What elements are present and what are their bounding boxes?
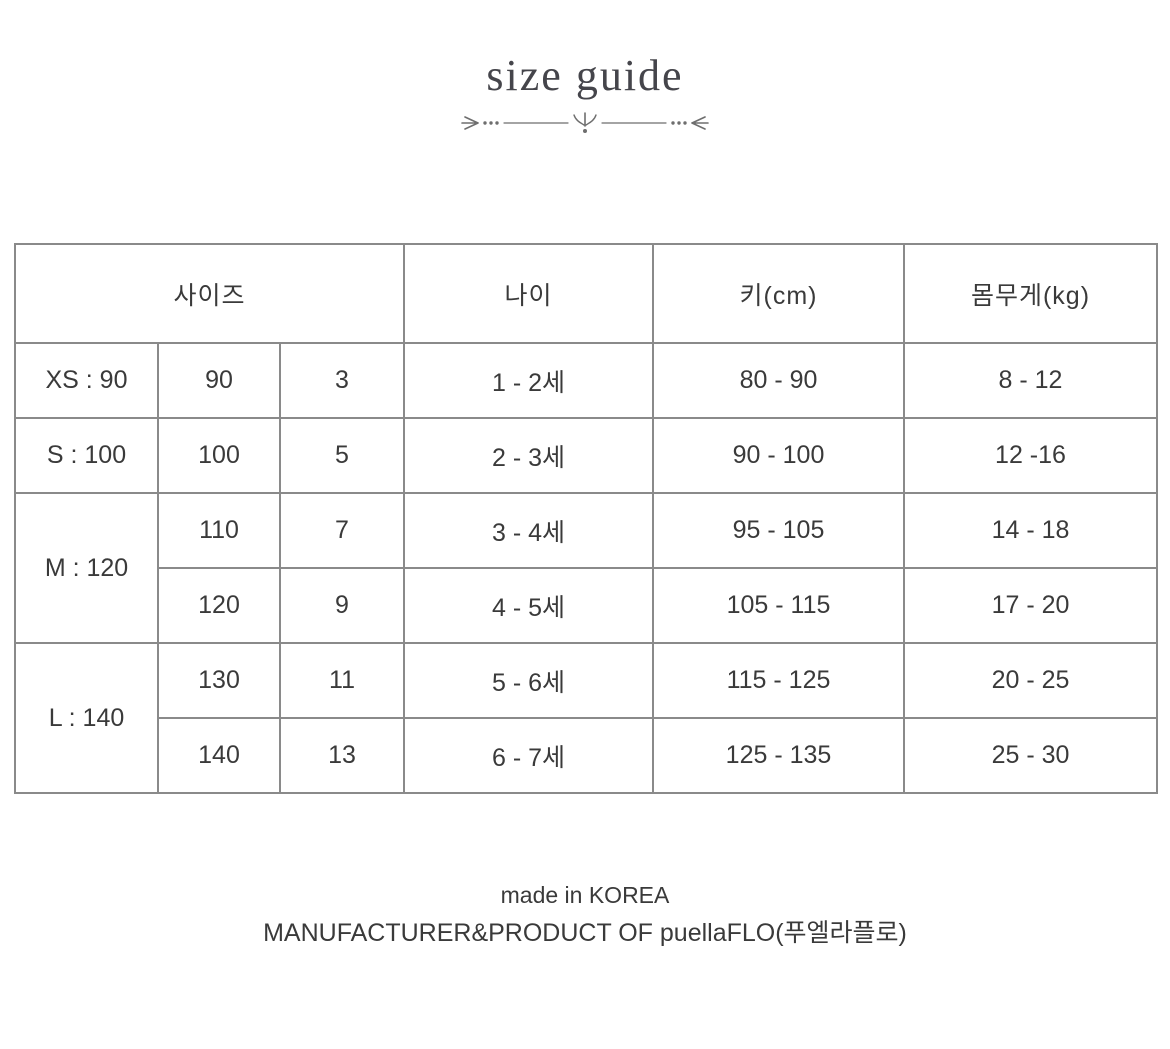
height-cell: 90 - 100 (652, 417, 905, 494)
ornament-divider-icon (461, 112, 709, 133)
size-cell: 110 (157, 492, 281, 569)
table-row: 140 13 6 - 7세 125 - 135 25 - 30 (15, 717, 1158, 794)
height-cell: 95 - 105 (652, 492, 905, 569)
manufacturer-text: MANUFACTURER&PRODUCT OF puellaFLO(푸엘라플로) (263, 919, 907, 947)
page-title: size guide (486, 51, 684, 100)
age-cell: 3 - 4세 (403, 492, 654, 569)
height-cell: 80 - 90 (652, 342, 905, 419)
table-row: 120 9 4 - 5세 105 - 115 17 - 20 (15, 567, 1158, 644)
size-cell: 90 (157, 342, 281, 419)
alt-size-cell: 9 (279, 567, 405, 644)
size-group-cell: L : 140 (14, 642, 159, 794)
alt-size-cell: 5 (279, 417, 405, 494)
height-cell: 115 - 125 (652, 642, 905, 719)
age-cell: 1 - 2세 (403, 342, 654, 419)
header-age: 나이 (403, 243, 654, 344)
size-guide-table: 사이즈 나이 키(cm) 몸무게(kg) XS : 90 90 3 1 - 2세… (14, 243, 1158, 794)
weight-cell: 25 - 30 (903, 717, 1158, 794)
header-height: 키(cm) (652, 243, 905, 344)
alt-size-cell: 13 (279, 717, 405, 794)
table-row: M : 120 110 7 3 - 4세 95 - 105 14 - 18 (14, 492, 1158, 644)
weight-cell: 8 - 12 (903, 342, 1158, 419)
alt-size-cell: 3 (279, 342, 405, 419)
age-cell: 5 - 6세 (403, 642, 654, 719)
header-row: 사이즈 나이 키(cm) 몸무게(kg) (14, 243, 1158, 344)
height-cell: 125 - 135 (652, 717, 905, 794)
weight-cell: 20 - 25 (903, 642, 1158, 719)
weight-cell: 12 -16 (903, 417, 1158, 494)
size-group-cell: XS : 90 (14, 342, 159, 419)
alt-size-cell: 11 (279, 642, 405, 719)
age-cell: 6 - 7세 (403, 717, 654, 794)
height-cell: 105 - 115 (652, 567, 905, 644)
table-row: XS : 90 90 3 1 - 2세 80 - 90 8 - 12 (14, 342, 1158, 419)
size-group-cell: S : 100 (14, 417, 159, 494)
ornament-divider (0, 108, 1170, 143)
weight-cell: 14 - 18 (903, 492, 1158, 569)
header-weight: 몸무게(kg) (903, 243, 1158, 344)
size-cell: 130 (157, 642, 281, 719)
size-cell: 140 (157, 717, 281, 794)
header-size: 사이즈 (14, 243, 405, 344)
table-row: L : 140 130 11 5 - 6세 115 - 125 20 - 25 (14, 642, 1158, 794)
size-cell: 120 (157, 567, 281, 644)
alt-size-cell: 7 (279, 492, 405, 569)
size-cell: 100 (157, 417, 281, 494)
weight-cell: 17 - 20 (903, 567, 1158, 644)
age-cell: 2 - 3세 (403, 417, 654, 494)
size-group-cell: M : 120 (14, 492, 159, 644)
table-row: S : 100 100 5 2 - 3세 90 - 100 12 -16 (14, 417, 1158, 494)
made-in-text: made in KOREA (500, 882, 670, 908)
age-cell: 4 - 5세 (403, 567, 654, 644)
